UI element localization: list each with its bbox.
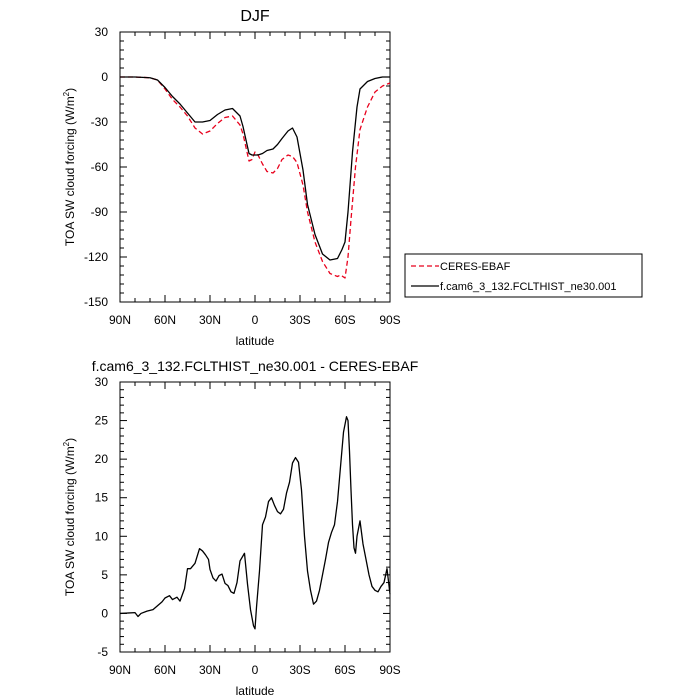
y-tick-label: -90 [91, 205, 109, 219]
y-tick-label: 0 [101, 606, 108, 620]
bottom-chart-y-axis-label-main: TOA SW cloud forcing (W/m [63, 446, 77, 596]
x-tick-label: 90S [379, 313, 400, 327]
bottom-chart-title: f.cam6_3_132.FCLTHIST_ne30.001 - CERES-E… [92, 358, 419, 374]
y-tick-label: 5 [101, 568, 108, 582]
top-chart-title: DJF [240, 8, 270, 25]
series-line-ceres-ebaf [120, 76, 391, 279]
legend-label-ceres-ebaf: CERES-EBAF [440, 261, 511, 273]
y-tick-label: 15 [95, 491, 109, 505]
bottom-chart-panel: f.cam6_3_132.FCLTHIST_ne30.001 - CERES-E… [62, 358, 418, 698]
x-tick-label: 60S [334, 313, 355, 327]
y-tick-label: -30 [91, 115, 109, 129]
top-chart-y-axis-label-end: ) [63, 88, 77, 92]
y-tick-label: -5 [97, 645, 108, 659]
x-tick-label: 90N [109, 663, 131, 677]
bottom-chart-plot-frame [119, 381, 391, 653]
top-chart-y-axis-label: TOA SW cloud forcing (W/m2) [62, 88, 77, 246]
y-tick-label: -120 [84, 250, 108, 264]
y-tick-label: 25 [95, 414, 109, 428]
y-tick-label: 10 [95, 529, 109, 543]
y-tick-label: -60 [91, 160, 109, 174]
bottom-chart-x-axis-label: latitude [236, 684, 275, 698]
top-chart-legend: CERES-EBAF f.cam6_3_132.FCLTHIST_ne30.00… [404, 253, 643, 298]
top-chart-y-axis-label-superscript: 2 [62, 91, 71, 96]
series-line-f-cam6-3-132-fclthist-ne30-001 [120, 76, 390, 261]
x-tick-label: 60N [154, 313, 176, 327]
x-tick-label: 90S [379, 663, 400, 677]
y-tick-label: 30 [95, 375, 109, 389]
top-chart-series-lines [120, 76, 391, 279]
bottom-chart-y-axis-label-end: ) [63, 438, 77, 442]
x-tick-label: 30S [289, 663, 310, 677]
bottom-chart-y-axis-label-superscript: 2 [62, 441, 71, 446]
x-tick-label: 60N [154, 663, 176, 677]
x-tick-label: 30N [199, 313, 221, 327]
legend-label-model: f.cam6_3_132.FCLTHIST_ne30.001 [440, 281, 617, 293]
top-chart-x-axis-label: latitude [236, 334, 275, 348]
y-tick-label: 0 [101, 70, 108, 84]
top-chart-y-axis-label-main: TOA SW cloud forcing (W/m [63, 96, 77, 246]
x-tick-label: 30S [289, 313, 310, 327]
x-tick-label: 0 [252, 663, 259, 677]
top-chart-ticks: 90N 60N 30N 0 30S 60S 90S 30 0 -30 -60 -90 -120 -150 [84, 25, 401, 327]
y-tick-label: 30 [95, 25, 109, 39]
series-line-difference [119, 416, 391, 630]
bottom-chart-y-axis-label: TOA SW cloud forcing (W/m2) [62, 438, 77, 596]
bottom-chart-ticks: 90N 60N 30N 0 30S 60S 90S 30 25 20 15 10 5 0 -5 [95, 375, 401, 677]
x-tick-label: 30N [199, 663, 221, 677]
top-chart-plot-frame [119, 31, 391, 303]
bottom-chart-series-lines [119, 416, 391, 630]
x-tick-label: 0 [252, 313, 259, 327]
x-tick-label: 90N [109, 313, 131, 327]
x-tick-label: 60S [334, 663, 355, 677]
y-tick-label: -150 [84, 295, 108, 309]
y-tick-label: 20 [95, 452, 109, 466]
top-chart-panel: DJF 90N 60N 30N 0 30S 60S 90S 30 0 -30 -60 -90 -120 -… [62, 8, 643, 348]
legend-box [404, 253, 643, 298]
